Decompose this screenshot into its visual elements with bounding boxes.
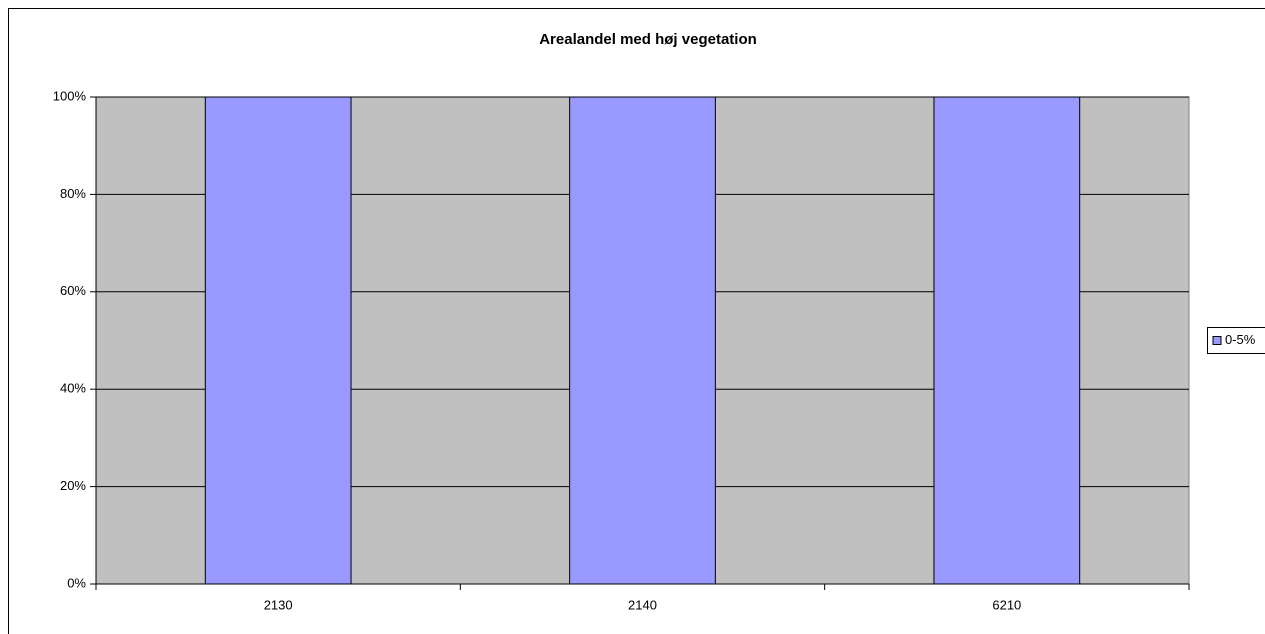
y-tick-label: 100% bbox=[53, 88, 87, 103]
x-tick-label: 6210 bbox=[992, 597, 1021, 612]
legend-swatch bbox=[1212, 336, 1222, 345]
bar bbox=[569, 96, 716, 585]
chart-title: Arealandel med høj vegetation bbox=[539, 31, 757, 48]
bar bbox=[204, 96, 352, 585]
bar bbox=[933, 96, 1081, 585]
x-tick-label: 2130 bbox=[264, 597, 293, 612]
y-tick-label: 20% bbox=[60, 478, 86, 493]
y-tick-label: 80% bbox=[60, 186, 86, 201]
y-tick-label: 40% bbox=[60, 381, 86, 396]
x-tick-label: 2140 bbox=[628, 597, 657, 612]
y-tick-label: 0% bbox=[67, 575, 86, 590]
legend-label: 0-5% bbox=[1225, 332, 1256, 347]
y-tick-label: 60% bbox=[60, 283, 86, 298]
